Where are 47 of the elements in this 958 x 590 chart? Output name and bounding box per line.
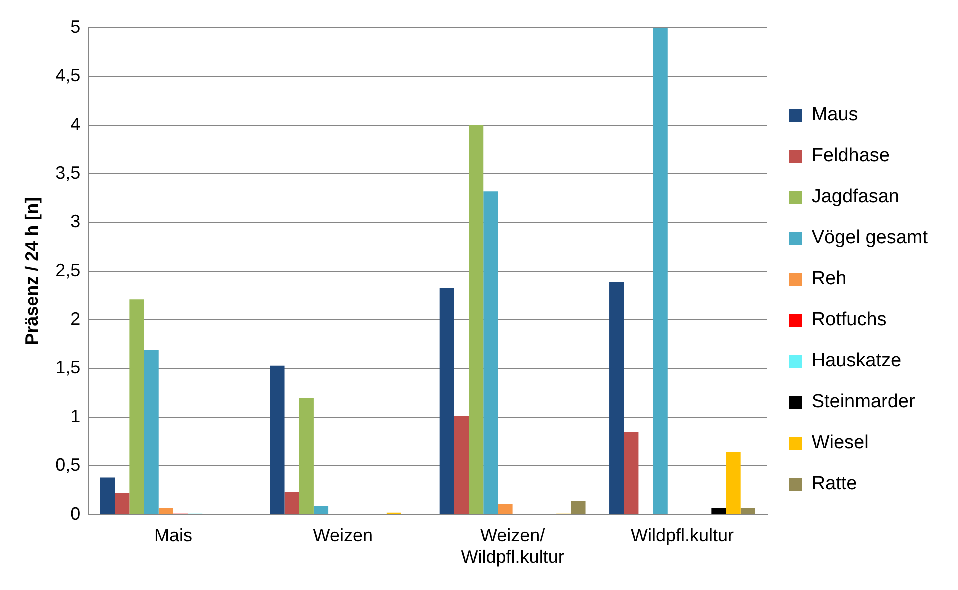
bar [484, 192, 498, 514]
y-tick-label: 3,5 [56, 163, 81, 184]
legend-label: Ratte [812, 474, 858, 495]
bar [571, 501, 586, 514]
bar [270, 366, 285, 514]
bar [440, 288, 454, 514]
legend-label: Maus [812, 104, 858, 126]
x-tick-label: Weizen [313, 526, 373, 546]
bar [115, 493, 130, 514]
bar [726, 452, 741, 514]
legend-label: Steinmarder [812, 392, 916, 413]
bar [498, 504, 513, 514]
bar [299, 398, 314, 514]
y-tick-label: 0 [70, 504, 81, 524]
x-tick-label: Mais [154, 526, 192, 546]
x-tick-label: Weizen/ Wildpfl.kultur [461, 526, 564, 568]
bar [740, 508, 756, 514]
legend-label: Hauskatze [812, 350, 902, 372]
bar [624, 432, 639, 514]
bar [130, 300, 144, 514]
bar [100, 478, 116, 514]
y-tick-label: 3 [70, 212, 81, 232]
y-axis-title: Präsenz / 24 h [n] [22, 197, 42, 346]
legend-label: Feldhase [812, 146, 890, 167]
bar [158, 508, 174, 514]
legend-label: Rotfuchs [812, 310, 887, 331]
legend-label: Jagdfasan [812, 186, 900, 208]
bar [610, 282, 624, 514]
x-tick-label: Wildpfl.kultur [630, 526, 734, 546]
y-tick-label: 1 [70, 406, 81, 426]
y-tick-label: 2 [70, 309, 81, 330]
legend-label: Reh [812, 268, 847, 290]
y-tick-label: 5 [70, 16, 81, 37]
y-tick-label: 4 [70, 114, 81, 134]
bar [454, 416, 470, 514]
legend-label: Wiesel [812, 432, 869, 454]
bar [284, 492, 300, 514]
bar [469, 125, 484, 514]
legend-label: Vögel gesamt [812, 228, 929, 249]
bar [314, 506, 329, 514]
y-tick-label: 2,5 [56, 260, 81, 280]
bar [653, 28, 668, 514]
bar [144, 350, 159, 514]
y-tick-label: 4,5 [56, 66, 81, 86]
y-tick-label: 0,5 [56, 455, 81, 476]
y-tick-label: 1,5 [56, 358, 81, 378]
bar [712, 508, 726, 514]
